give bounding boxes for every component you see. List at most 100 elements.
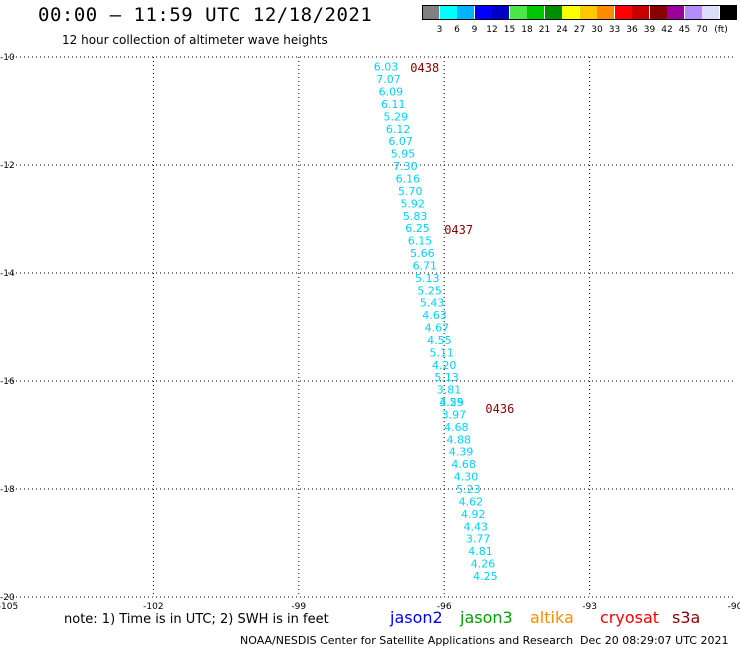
- swh-value: 4.68: [451, 458, 476, 471]
- legend-swatch: [597, 5, 614, 20]
- satellite-s3a-label: s3a: [672, 608, 701, 627]
- swh-value: 5.29: [383, 110, 408, 123]
- swh-value: 6.12: [386, 123, 411, 136]
- swh-value: 5.95: [391, 148, 416, 161]
- legend-swatch: [544, 5, 562, 20]
- legend-swatch: [457, 5, 474, 20]
- swh-value: 5.83: [403, 210, 428, 223]
- swh-value: 3.97: [442, 408, 467, 421]
- swh-value: 4.25: [439, 396, 464, 409]
- legend-swatch: [684, 5, 702, 20]
- swh-value: 6.09: [379, 86, 404, 99]
- legend-label: 15: [503, 25, 516, 35]
- satellite-altika-label: altika: [530, 608, 574, 627]
- swh-value: 4.25: [473, 570, 498, 583]
- legend-swatch: [632, 5, 649, 20]
- swh-value: 6.03: [374, 61, 399, 74]
- swh-value: 3.59: [439, 396, 464, 409]
- swh-value: 5.25: [417, 284, 442, 297]
- legend-label: 70: [696, 25, 708, 35]
- swh-value: 4.92: [461, 508, 486, 521]
- note-text: note: 1) Time is in UTC; 2) SWH is in fe…: [64, 612, 329, 627]
- lon-tick-label: -96: [437, 602, 452, 610]
- legend-border: [422, 5, 737, 20]
- lat-tick-label: -16: [0, 377, 15, 387]
- legend-label: 9: [471, 25, 478, 35]
- legend-swatch: [562, 5, 579, 20]
- legend-unit: (ft): [714, 25, 728, 35]
- legend-label: 18: [521, 25, 533, 35]
- legend-swatch: [649, 5, 667, 20]
- swh-value: 4.55: [427, 334, 452, 347]
- legend-label: 33: [608, 25, 621, 35]
- swh-value: 6.11: [381, 98, 406, 111]
- legend-label: 21: [538, 25, 551, 35]
- swh-value: 3.81: [437, 384, 462, 397]
- lat-tick-label: -10: [0, 53, 15, 63]
- swh-value: 4.39: [449, 446, 474, 459]
- swh-value: 5.13: [434, 371, 459, 384]
- lat-tick-label: -18: [0, 485, 15, 495]
- swh-value: 5.43: [420, 297, 445, 310]
- swh-value: 4.81: [468, 545, 493, 558]
- legend-swatch: [667, 5, 684, 20]
- lon-tick-label: -102: [143, 602, 163, 610]
- swh-value: 7.30: [393, 160, 418, 173]
- swh-value: 4.67: [425, 322, 450, 335]
- legend-swatch: [492, 5, 509, 20]
- legend-label: 30: [591, 25, 603, 35]
- swh-value: 4.43: [463, 520, 488, 533]
- swh-value: 4.62: [459, 495, 484, 508]
- swh-value: 4.88: [446, 433, 471, 446]
- legend-label: 12: [486, 25, 498, 35]
- swh-value: 6.16: [396, 173, 421, 186]
- satellite-cryosat-label: cryosat: [600, 608, 660, 627]
- time-label: 0437: [444, 223, 473, 237]
- swh-value: 5.92: [400, 197, 425, 210]
- swh-value: 6.15: [408, 235, 433, 248]
- legend-swatch: [719, 5, 737, 20]
- altimeter-map: -105 -102 -99 -96 -93 -90 -10 -12 -14 -16 -18 -20 6.…: [0, 53, 740, 610]
- legend-label: 27: [573, 25, 586, 35]
- lat-tick-label: -20: [0, 593, 15, 603]
- legend-swatch: [702, 5, 719, 20]
- lat-tick-label: -14: [0, 269, 15, 279]
- legend-swatch: [509, 5, 527, 20]
- lon-tick-label: -90: [728, 602, 740, 610]
- legend-label: 36: [626, 25, 638, 35]
- legend-swatch: [527, 5, 544, 20]
- legend-label: 3: [436, 25, 443, 35]
- lon-tick-label: -99: [291, 602, 306, 610]
- lat-tick-label: -12: [0, 161, 15, 171]
- swh-value: 7.07: [376, 73, 401, 86]
- swh-value: 4.20: [432, 359, 457, 372]
- satellite-jason3-label: jason3: [460, 608, 513, 627]
- swh-value: 5.66: [410, 247, 435, 260]
- footer-timestamp: Dec 20 08:29:07 UTC 2021: [580, 634, 729, 647]
- swh-value: 4.63: [422, 309, 447, 322]
- swh-value: 6.71: [413, 259, 438, 272]
- legend-label: 24: [556, 25, 568, 35]
- legend-swatch: [579, 5, 597, 20]
- legend-label: 45: [678, 25, 691, 35]
- swh-value: 6.07: [388, 135, 413, 148]
- legend-swatch: [614, 5, 632, 20]
- legend-swatch: [422, 5, 439, 20]
- swh-value: 5.23: [456, 483, 481, 496]
- swh-value: 4.30: [454, 471, 479, 484]
- legend-swatch: [439, 5, 457, 20]
- swh-value: 4.26: [471, 558, 496, 571]
- time-label: 0438: [410, 61, 439, 75]
- swh-value: 5.70: [398, 185, 423, 198]
- legend-swatch: [474, 5, 492, 20]
- legend-label: 6: [454, 25, 460, 35]
- lon-tick-label: -93: [582, 602, 597, 610]
- legend-label: 39: [643, 25, 656, 35]
- satellite-jason2-label: jason2: [390, 608, 443, 627]
- swh-value: 4.68: [444, 421, 469, 434]
- map-title: 00:00 – 11:59 UTC 12/18/2021: [38, 4, 373, 26]
- time-label: 0436: [485, 402, 514, 416]
- lon-tick-label: -105: [0, 602, 18, 610]
- swh-value: 6.25: [405, 222, 430, 235]
- legend-label: 42: [661, 25, 673, 35]
